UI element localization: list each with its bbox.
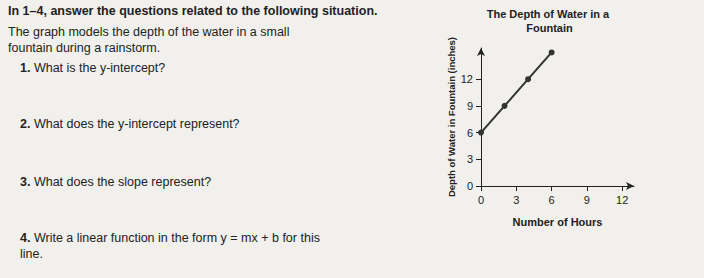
html-text:1. What is the y-intercept?: 1. What is the y-intercept? — [20, 61, 166, 75]
svg-text:Number of Hours: Number of Hours — [513, 216, 603, 228]
svg-text:9: 9 — [467, 100, 473, 112]
svg-text:3: 3 — [513, 194, 519, 206]
svg-text:6: 6 — [467, 127, 473, 139]
html-text:2. What does the y-intercept r: 2. What does the y-intercept represent? — [20, 117, 240, 131]
svg-text:Fountain: Fountain — [526, 22, 573, 34]
svg-text:3: 3 — [467, 153, 473, 165]
html-text:4. Write a linear function in: 4. Write a linear function in the form y… — [20, 231, 320, 261]
html-text:3. What does the slope represe: 3. What does the slope represent? — [20, 175, 212, 189]
svg-text:6: 6 — [549, 194, 555, 206]
html-text:The graph models the depth of: The graph models the depth of the water … — [8, 25, 290, 55]
svg-text:9: 9 — [584, 194, 590, 206]
svg-text:0: 0 — [467, 180, 473, 192]
svg-text:The Depth of Water in a: The Depth of Water in a — [487, 8, 613, 20]
svg-text:Depth of Water in Fountain (in: Depth of Water in Fountain (inches) — [446, 37, 457, 197]
svg-text:12: 12 — [616, 194, 628, 206]
html-text:In 1–4, answer the questions r: In 1–4, answer the questions related to … — [8, 4, 378, 18]
svg-text:12: 12 — [461, 73, 473, 85]
svg-text:0: 0 — [478, 194, 484, 206]
